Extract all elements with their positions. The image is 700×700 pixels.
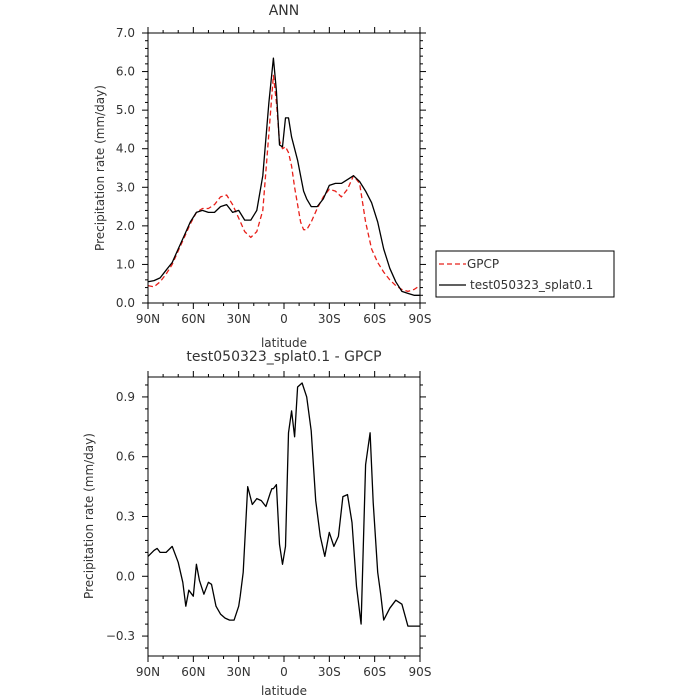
series-line-difference [147,382,420,627]
plot-frame [147,32,421,304]
y-tick-label: 0.9 [116,390,135,404]
x-tick-label: 30N [227,665,251,679]
y-tick-label: 3.0 [116,180,135,194]
x-tick-label: 90S [409,665,432,679]
series-lines [147,57,421,296]
y-tick-label: 0.0 [116,569,135,583]
y-tick-label: 0.3 [116,510,135,524]
y-tick-label: 5.0 [116,103,135,117]
y-axis-label: Precipitation rate (mm/day) [82,433,96,599]
series-line-gpcp [147,74,421,293]
x-tick-label: 90S [409,312,432,326]
x-tick-label: 60N [181,312,205,326]
x-tick-label: 90N [136,312,160,326]
series-lines [147,382,420,627]
chart-title: test050323_splat0.1 - GPCP [186,349,381,365]
legend: GPCP test050323_splat0.1 [435,250,615,298]
x-tick-label: 30S [318,665,341,679]
y-tick-label: 2.0 [116,219,135,233]
chart-panel-ann: ANN 90N 60N 30N 0 30S 60S 90S 0.0 1.0 2.0 3.0 4.0 5.… [93,3,615,350]
series-line-test050323-splat0-1 [147,57,420,296]
y-tick-label: −0.3 [106,629,135,643]
y-tick-label: 7.0 [116,26,135,40]
x-tick-label: 0 [280,665,288,679]
y-tick-label: 0.6 [116,450,135,464]
x-tick-label: 0 [280,312,288,326]
chart-title: ANN [269,3,300,19]
legend-label-gpcp: GPCP [467,257,499,271]
axis-ticks: 90N 60N 30N 0 30S 60S 90S −0.3 0.0 0.3 0.6 0.9 [106,371,432,679]
legend-box [435,250,615,298]
y-tick-label: 0.0 [116,296,135,310]
x-tick-label: 30S [318,312,341,326]
y-tick-label: 6.0 [116,65,135,79]
y-tick-label: 1.0 [116,257,135,271]
x-axis-label: latitude [261,684,307,698]
axis-ticks: 90N 60N 30N 0 30S 60S 90S 0.0 1.0 2.0 3.0 4.0 5.0 6.0… [116,26,432,326]
x-tick-label: 30N [227,312,251,326]
x-tick-label: 60S [363,312,386,326]
x-axis-label: latitude [261,336,307,350]
y-tick-label: 4.0 [116,142,135,156]
plot-frame [147,376,421,657]
x-tick-label: 60S [363,665,386,679]
x-tick-label: 60N [181,665,205,679]
y-axis-label: Precipitation rate (mm/day) [93,85,107,251]
legend-label-model: test050323_splat0.1 [470,278,593,292]
x-tick-label: 90N [136,665,160,679]
chart-panel-difference: test050323_splat0.1 - GPCP 90N 60N 30N 0 30S… [82,349,431,698]
